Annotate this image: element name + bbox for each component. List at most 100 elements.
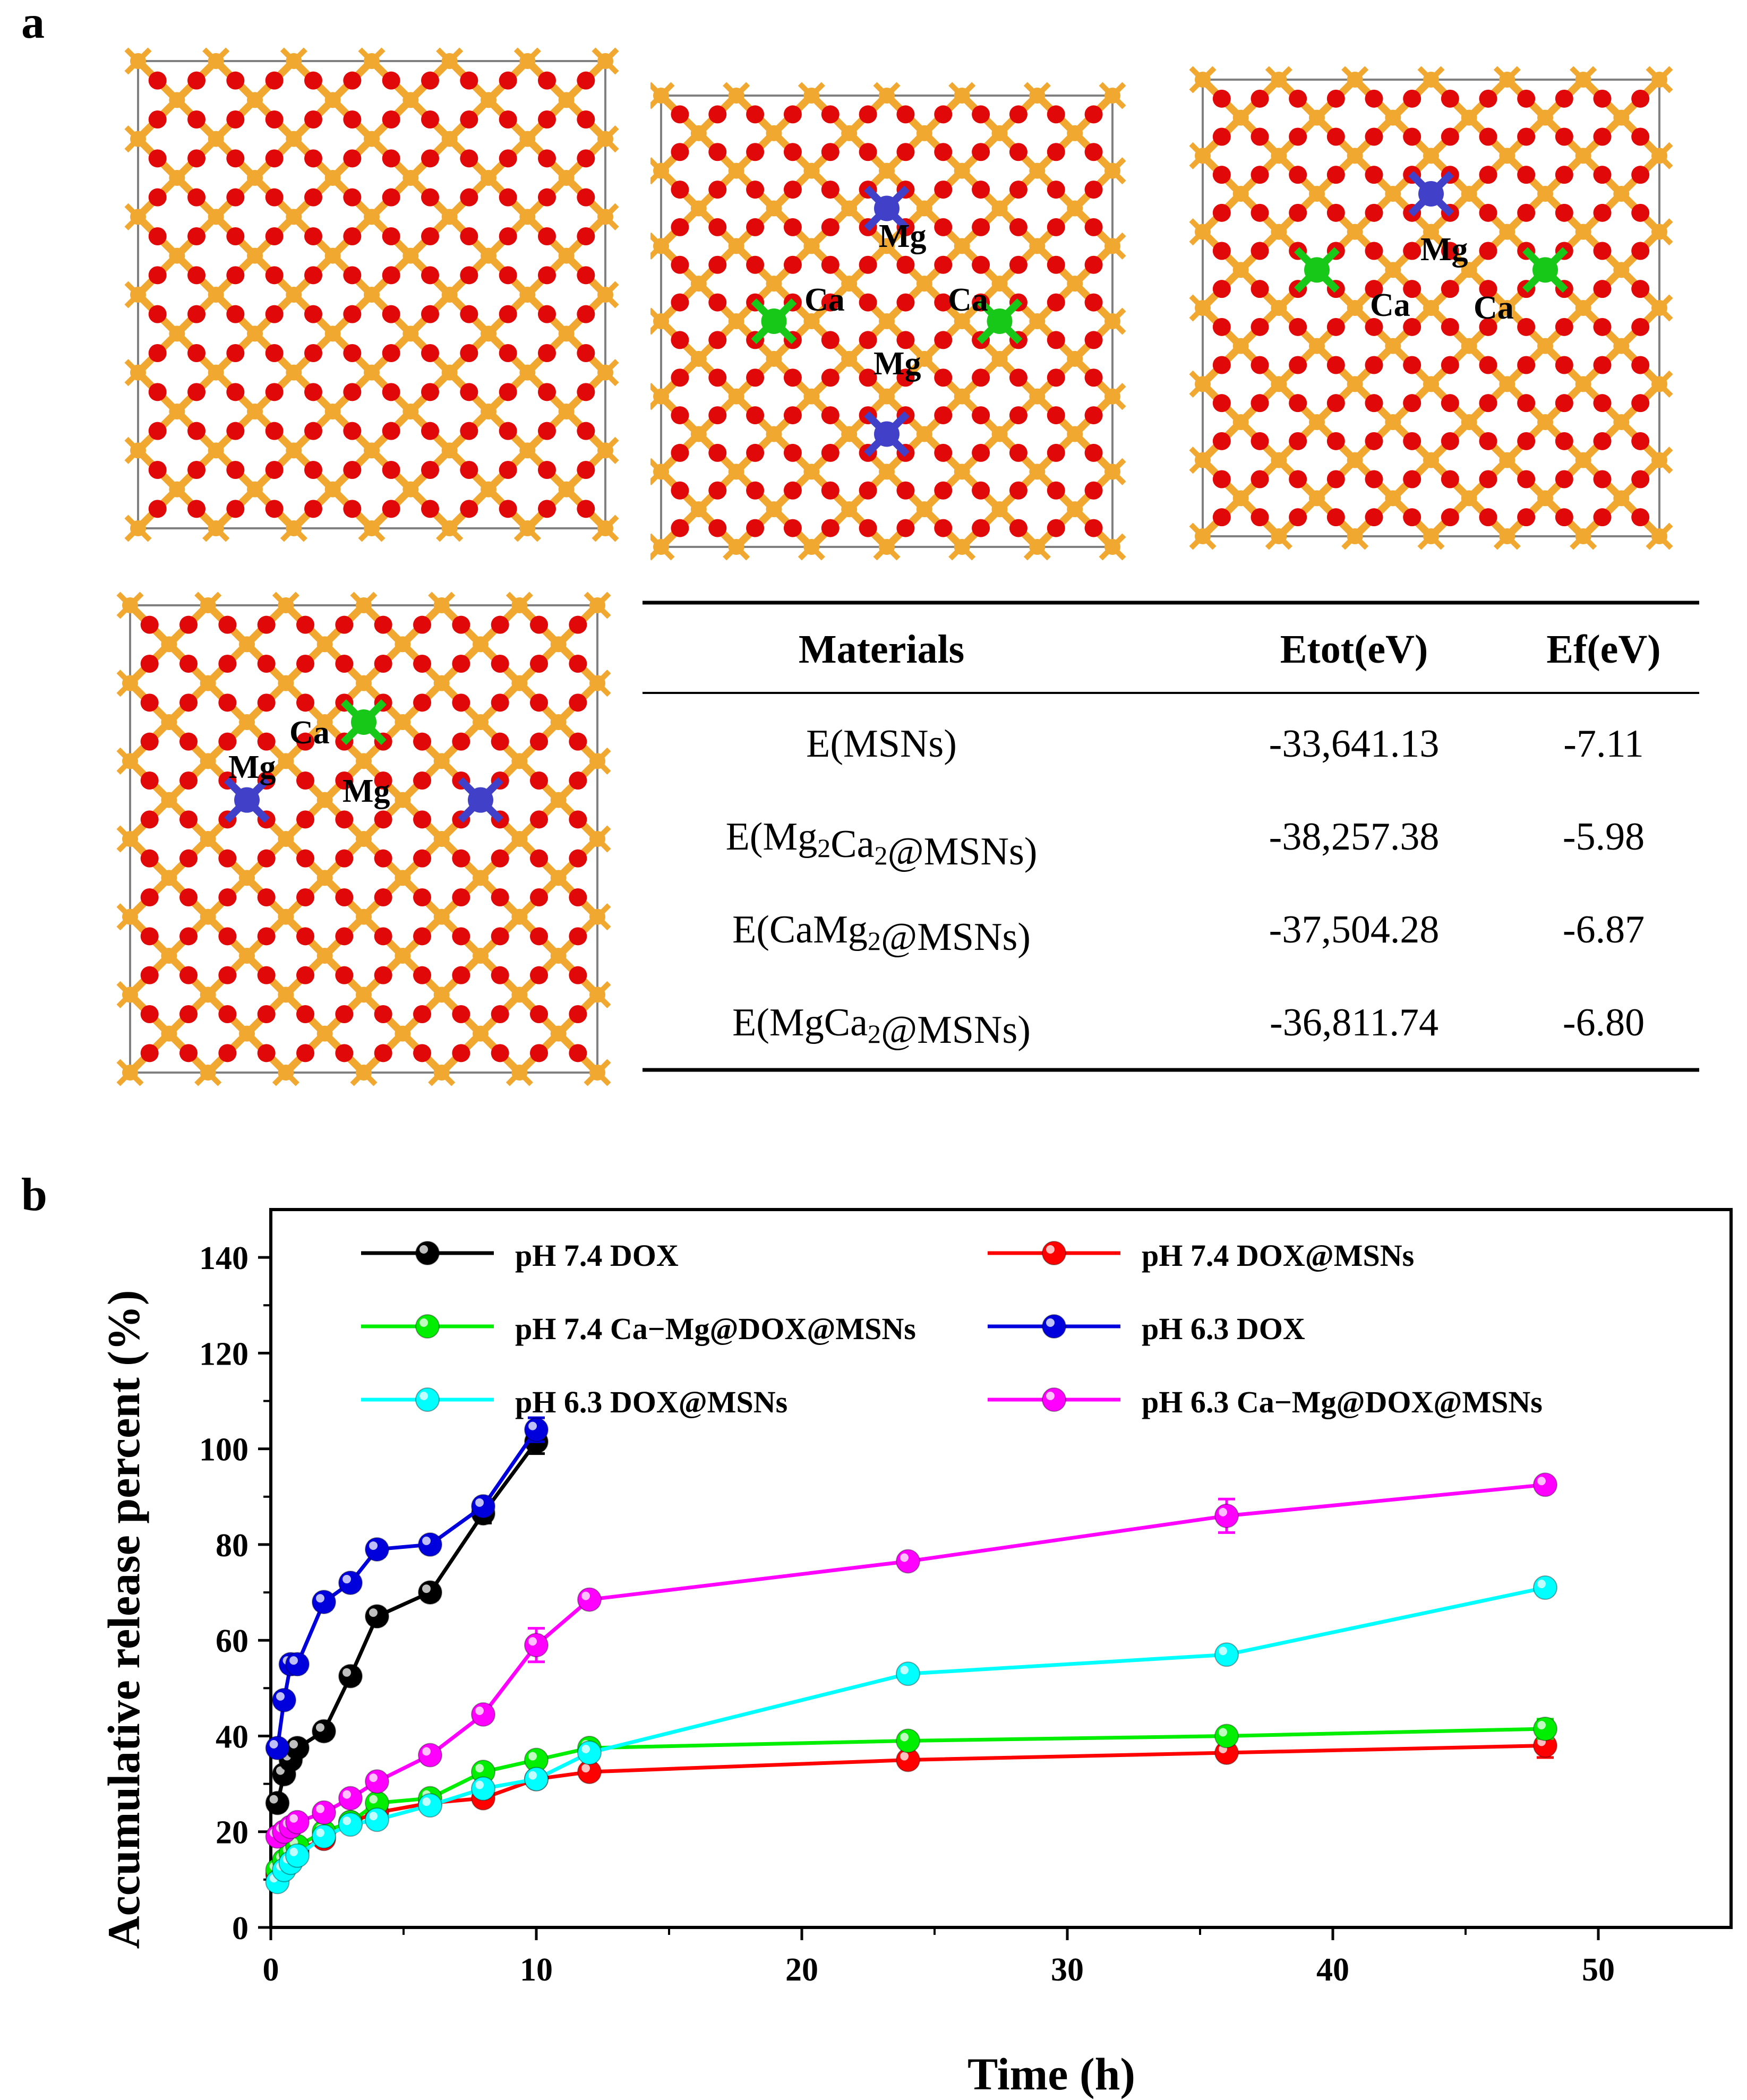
data-point: [1533, 1472, 1557, 1497]
label-mg-top: Mg: [879, 218, 927, 254]
panel-a-label: a: [21, 0, 45, 48]
y-tick-label: 0: [232, 1910, 249, 1947]
mg-atom: [234, 787, 260, 813]
data-point: [338, 1571, 363, 1596]
label-ca-left: Ca: [1370, 287, 1410, 323]
x-tick-label: 10: [520, 1952, 553, 1988]
legend-marker: [415, 1314, 440, 1339]
data-point: [896, 1661, 920, 1686]
data-point: [338, 1664, 363, 1688]
series-5: [265, 1472, 1557, 1849]
mg-atom: [468, 787, 493, 813]
lattice-atoms: [1189, 66, 1673, 550]
legend-label: pH 7.4 Ca−Mg@DOX@MSNs: [515, 1312, 916, 1346]
data-point: [365, 1769, 389, 1794]
row-4-material: E(MgCa2@MSNs): [732, 1001, 1031, 1052]
header-etot: Etot(eV): [1280, 627, 1428, 672]
y-tick-label: 120: [199, 1336, 249, 1372]
legend-item: pH 7.4 Ca−Mg@DOX@MSNs: [361, 1312, 916, 1346]
label-mg-right: Mg: [342, 773, 390, 809]
lattice-atoms: [650, 82, 1126, 561]
series-4: [265, 1575, 1557, 1895]
label-ca-right: Ca: [1474, 290, 1514, 326]
plot-frame: [269, 1208, 1733, 1929]
x-axis-label: Time (h): [967, 2048, 1135, 2099]
x-tick-label: 30: [1051, 1952, 1084, 1988]
data-point: [365, 1807, 389, 1832]
label-ca-left: Ca: [804, 282, 845, 318]
y-tick-label: 20: [216, 1815, 249, 1851]
data-point: [285, 1652, 310, 1677]
data-point: [577, 1587, 602, 1612]
crystal-structure-mg2ca2: Mg Ca Ca Mg: [650, 82, 1126, 561]
data-point: [285, 1736, 310, 1760]
data-point: [577, 1760, 602, 1785]
legend-marker: [1042, 1314, 1066, 1339]
series-line: [276, 1428, 538, 1748]
lattice-atoms: [116, 592, 611, 1086]
legend-marker: [1042, 1387, 1066, 1412]
panel-b-label: b: [21, 1169, 47, 1221]
data-point: [365, 1604, 389, 1629]
row-1-ef: -7.11: [1563, 722, 1643, 766]
data-point: [1533, 1716, 1557, 1741]
data-point: [312, 1824, 336, 1849]
crystal-structure-mgca2: Ca Mg Mg: [116, 592, 611, 1086]
mg-atom: [874, 195, 900, 221]
ca-atom: [987, 308, 1013, 334]
data-point: [471, 1776, 495, 1801]
series-3: [265, 1416, 549, 1760]
row-3-material: E(CaMg2@MSNs): [732, 908, 1031, 959]
legend-marker: [1042, 1241, 1066, 1265]
series-1: [265, 1732, 1557, 1887]
data-point: [365, 1790, 389, 1815]
data-point: [265, 1790, 290, 1815]
data-point: [265, 1736, 290, 1760]
row-2-material: E(Mg2Ca2@MSNs): [726, 815, 1038, 873]
ca-atom: [1304, 257, 1330, 283]
data-point: [338, 1812, 363, 1837]
data-point: [1214, 1642, 1239, 1667]
row-1-material: E(MSNs): [806, 722, 957, 766]
legend-label: pH 6.3 Ca−Mg@DOX@MSNs: [1142, 1385, 1543, 1419]
legend-item: pH 6.3 Ca−Mg@DOX@MSNs: [988, 1385, 1543, 1419]
legend-label: pH 6.3 DOX@MSNs: [515, 1385, 787, 1419]
x-tick-label: 0: [263, 1952, 279, 1988]
data-point: [418, 1793, 442, 1818]
data-point: [896, 1549, 920, 1574]
y-tick-label: 40: [216, 1719, 249, 1755]
y-tick-label: 100: [199, 1432, 249, 1468]
label-mg-left: Mg: [228, 749, 276, 785]
legend-label: pH 6.3 DOX: [1142, 1312, 1305, 1346]
x-tick-label: 40: [1316, 1952, 1349, 1988]
label-ca: Ca: [289, 715, 330, 751]
header-ef: Ef(eV): [1546, 627, 1660, 672]
data-point: [272, 1687, 296, 1712]
data-point: [312, 1590, 336, 1615]
x-tick-label: 50: [1582, 1952, 1615, 1988]
legend-marker: [415, 1387, 440, 1412]
label-mg: Mg: [1420, 232, 1468, 268]
legend-item: pH 6.3 DOX@MSNs: [361, 1385, 787, 1419]
mg-atom: [874, 421, 900, 447]
label-ca-right: Ca: [948, 282, 988, 318]
legend-item: pH 7.4 DOX@MSNs: [988, 1238, 1414, 1273]
data-point: [896, 1747, 920, 1772]
row-4-ef: -6.80: [1563, 1001, 1645, 1044]
legend-label: pH 7.4 DOX: [515, 1238, 679, 1273]
data-point: [1533, 1575, 1557, 1600]
y-tick-label: 140: [199, 1240, 249, 1276]
data-point: [365, 1537, 389, 1562]
data-point: [524, 1767, 549, 1792]
row-2-etot: -38,257.38: [1269, 815, 1440, 859]
series-0: [265, 1428, 549, 1815]
crystal-structure-msn: [124, 47, 619, 542]
ca-atom: [1532, 257, 1558, 283]
data-point: [312, 1800, 336, 1825]
data-point: [1214, 1724, 1239, 1748]
y-axis-label: Accumulative release percent (%): [98, 1290, 149, 1949]
y-tick-label: 80: [216, 1528, 249, 1564]
data-point: [896, 1728, 920, 1753]
data-point: [285, 1843, 310, 1868]
row-3-ef: -6.87: [1563, 908, 1645, 952]
